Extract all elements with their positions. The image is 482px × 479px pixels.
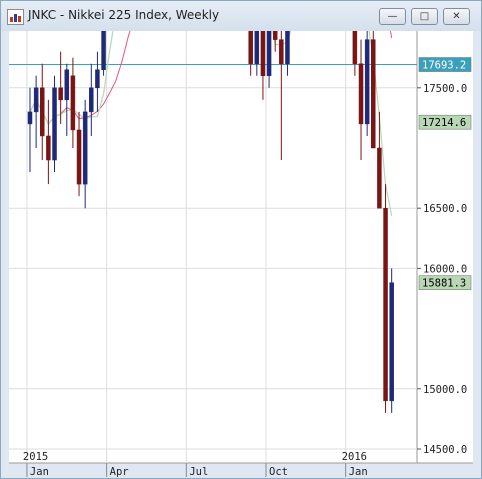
candlestick-chart[interactable]: 21000.020500.020000.019500.019000.018500… — [1, 31, 481, 478]
candle-body — [95, 69, 100, 89]
candle-body — [279, 39, 284, 64]
candle-body — [383, 207, 388, 402]
moving-average-short — [29, 31, 393, 217]
candle-body — [58, 87, 63, 101]
candle-body — [33, 87, 39, 113]
year-label: 2016 — [342, 451, 367, 463]
candle-body — [40, 87, 45, 137]
price-marker-label: 17214.6 — [422, 117, 466, 129]
price-tick-label: 14500.0 — [423, 444, 467, 456]
title-bar[interactable]: JNKC - Nikkei 225 Index, Weekly — □ ✕ — [1, 1, 481, 31]
candle-body — [82, 111, 88, 185]
candle-body — [371, 39, 376, 149]
price-axis-panel — [417, 31, 473, 463]
month-label: Jul — [189, 466, 208, 478]
candle-body — [64, 69, 70, 101]
candle-body — [364, 39, 370, 125]
candle-body — [377, 147, 382, 209]
candle-body — [285, 31, 290, 64]
candle-body — [254, 31, 260, 64]
candle-body — [272, 31, 278, 40]
candle-body — [358, 63, 364, 125]
candle-body — [248, 31, 253, 64]
candle-body — [352, 31, 358, 64]
candle-body — [260, 31, 266, 77]
month-label: Jan — [349, 466, 368, 478]
price-tick-label: 15000.0 — [423, 384, 467, 396]
price-marker — [418, 57, 472, 72]
restore-button[interactable]: □ — [411, 8, 438, 25]
month-label: Jan — [30, 466, 49, 478]
candle-body — [389, 282, 394, 402]
price-marker — [418, 275, 472, 290]
close-button[interactable]: ✕ — [443, 8, 470, 25]
candle-body — [52, 87, 57, 161]
candle-body — [76, 129, 82, 185]
price-tick-label: 17500.0 — [423, 83, 467, 95]
candle-body — [70, 75, 76, 131]
month-label: Apr — [110, 466, 129, 478]
candle-body — [89, 87, 94, 113]
moving-average-long — [29, 31, 393, 125]
minimize-button[interactable]: — — [379, 8, 406, 25]
chart-app-icon — [7, 9, 24, 25]
candle-body — [27, 111, 33, 125]
price-marker-label: 17693.2 — [422, 60, 466, 72]
price-marker-label: 15881.3 — [422, 278, 466, 290]
price-tick-label: 16000.0 — [423, 263, 467, 275]
candle-body — [101, 31, 106, 70]
month-label: Oct — [269, 466, 288, 478]
candle-body — [266, 31, 272, 77]
year-label: 2015 — [23, 451, 48, 463]
price-marker — [418, 114, 472, 130]
candle-body — [46, 135, 51, 161]
price-tick-label: 16500.0 — [423, 203, 467, 215]
window-title: JNKC - Nikkei 225 Index, Weekly — [28, 8, 220, 22]
plot-area — [9, 31, 417, 463]
